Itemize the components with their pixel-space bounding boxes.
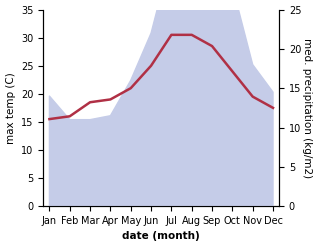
Y-axis label: med. precipitation (kg/m2): med. precipitation (kg/m2) <box>302 38 313 178</box>
Y-axis label: max temp (C): max temp (C) <box>5 72 16 144</box>
X-axis label: date (month): date (month) <box>122 231 200 242</box>
